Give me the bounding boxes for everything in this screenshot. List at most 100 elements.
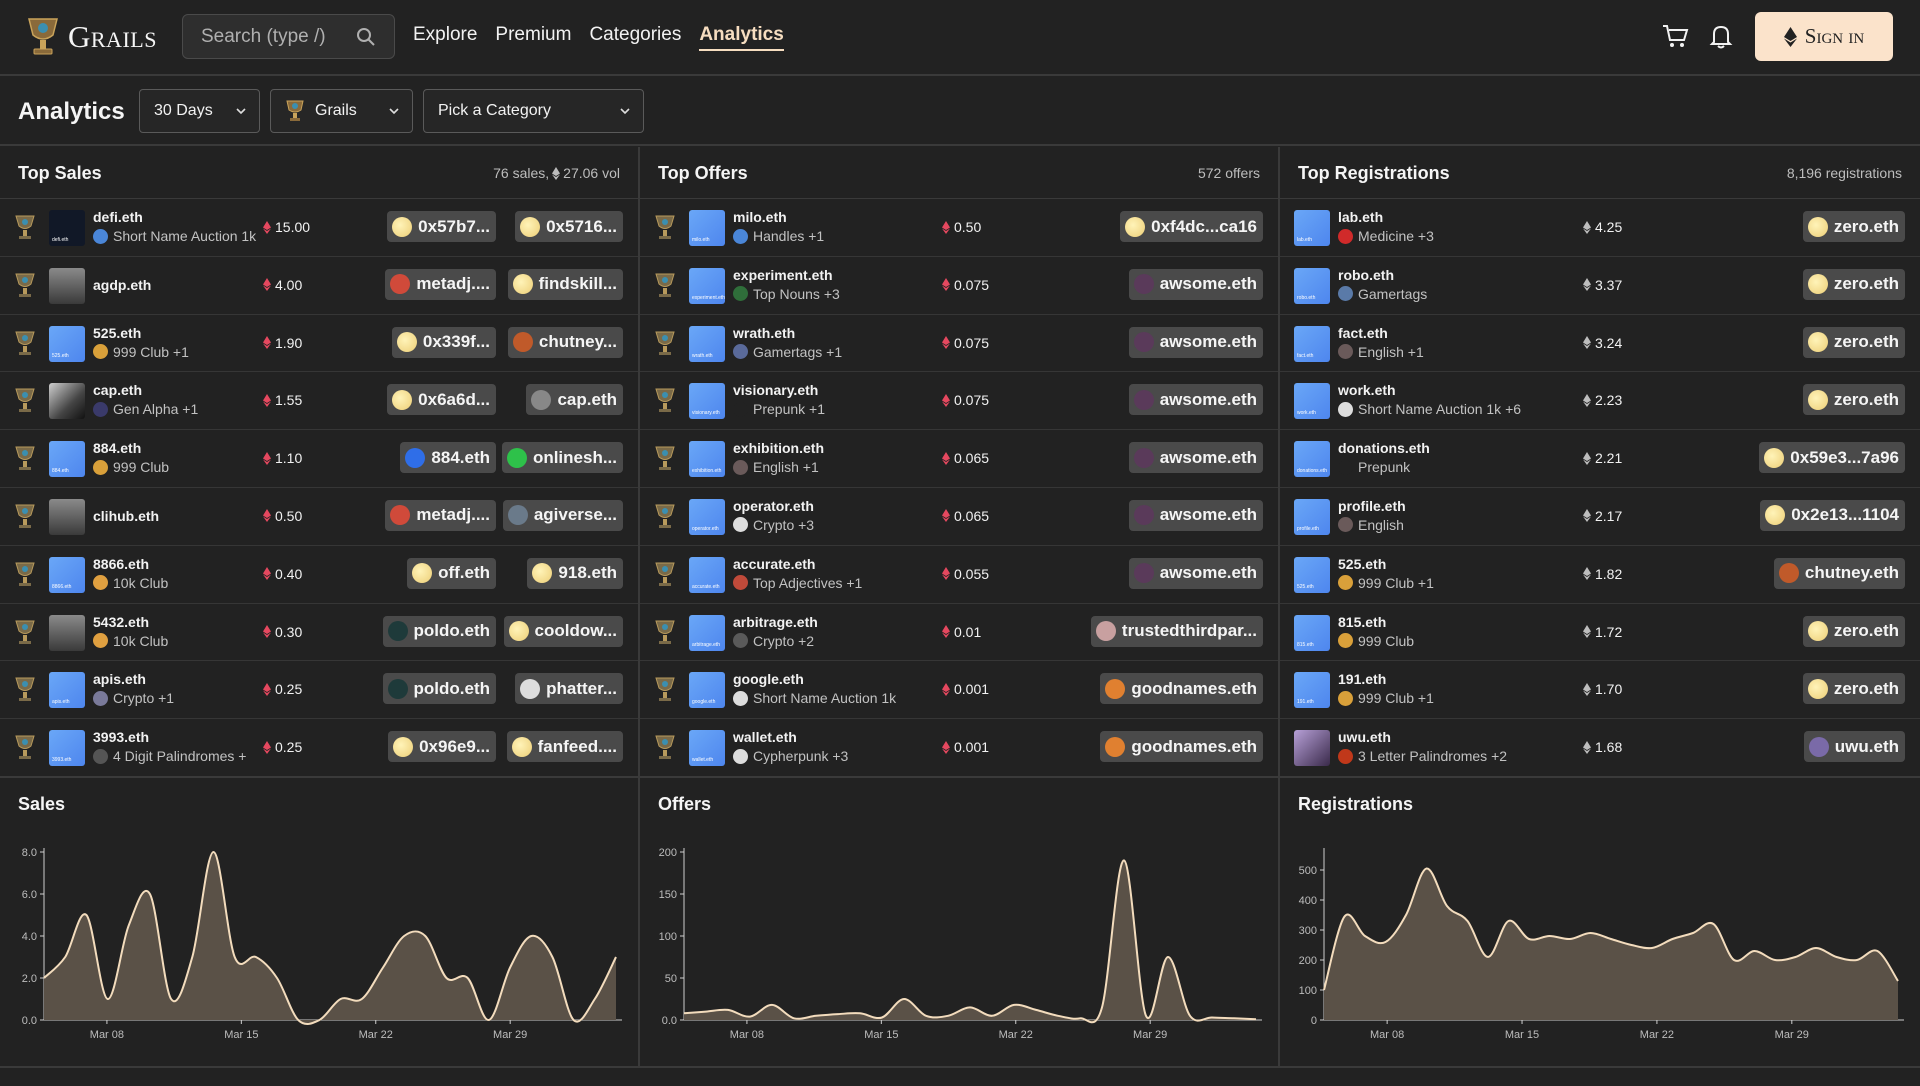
category-tags[interactable]: Gamertags +1 [733, 344, 903, 360]
sales-row[interactable]: 5432.eth 10k Club 0.30 poldo.eth cooldow... [0, 604, 638, 662]
seller-chip[interactable]: 0x96e9... [388, 731, 496, 763]
bidder-chip[interactable]: goodnames.eth [1100, 731, 1263, 763]
category-tags[interactable]: Gen Alpha +1 [93, 401, 259, 417]
bidder-chip[interactable]: trustedthirdpar... [1090, 615, 1263, 647]
bidder-chip[interactable]: awsome.eth [1128, 326, 1263, 358]
category-tags[interactable]: Top Adjectives +1 [733, 575, 903, 591]
category-tags[interactable]: 999 Club +1 [1338, 575, 1538, 591]
sales-row[interactable]: defi.eth defi.eth Short Name Auction 1k 15.… [0, 199, 638, 257]
buyer-chip[interactable]: 0x5716... [515, 211, 623, 242]
buyer-chip[interactable]: onlinesh... [501, 442, 623, 474]
registration-row[interactable]: 525.eth 525.eth 999 Club +1 1.82 chutney.eth [1280, 546, 1920, 604]
cart-icon[interactable] [1661, 22, 1689, 50]
brand-logo[interactable]: Grails [26, 14, 157, 60]
sales-row[interactable]: 8866.eth 8866.eth 10k Club 0.40 off.eth 918.e… [0, 546, 638, 604]
category-dropdown[interactable]: Pick a Category [423, 89, 644, 133]
registration-row[interactable]: robo.eth robo.eth Gamertags 3.37 zero.eth [1280, 257, 1920, 315]
category-tags[interactable]: Crypto +2 [733, 633, 903, 649]
category-tags[interactable]: Gamertags [1338, 286, 1538, 302]
registration-row[interactable]: lab.eth lab.eth Medicine +3 4.25 zero.eth [1280, 199, 1920, 257]
category-tags[interactable]: English +1 [1338, 344, 1538, 360]
registration-row[interactable]: fact.eth fact.eth English +1 3.24 zero.eth [1280, 315, 1920, 373]
sign-in-button[interactable]: Sign in [1755, 12, 1893, 61]
sales-row[interactable]: 884.eth 884.eth 999 Club 1.10 884.eth onlines… [0, 430, 638, 488]
category-tags[interactable]: Crypto +3 [733, 517, 903, 533]
category-tags[interactable]: Cypherpunk +3 [733, 748, 903, 764]
buyer-chip[interactable]: agiverse... [502, 499, 623, 531]
registration-row[interactable]: uwu.eth 3 Letter Palindromes +2 1.68 uwu.et… [1280, 719, 1920, 777]
buyer-chip[interactable]: cooldow... [503, 615, 623, 647]
offer-row[interactable]: visionary.eth visionary.eth Prepunk +1 0.07… [640, 372, 1278, 431]
buyer-chip[interactable]: chutney... [507, 326, 623, 358]
category-tags[interactable]: 999 Club [1338, 633, 1538, 649]
offer-row[interactable]: accurate.eth accurate.eth Top Adjectives +… [640, 546, 1278, 604]
registrant-chip[interactable]: zero.eth [1802, 384, 1905, 416]
sales-row[interactable]: cap.eth Gen Alpha +1 1.55 0x6a6d... cap.eth [0, 372, 638, 431]
search-box[interactable] [182, 14, 395, 59]
source-dropdown[interactable]: Grails [270, 89, 413, 133]
offer-row[interactable]: exhibition.eth exhibition.eth English +1 0.… [640, 430, 1278, 488]
sales-row[interactable]: apis.eth apis.eth Crypto +1 0.25 poldo.eth ph… [0, 661, 638, 720]
category-tags[interactable]: Short Name Auction 1k [733, 690, 903, 706]
period-dropdown[interactable]: 30 Days [139, 89, 260, 133]
sales-row[interactable]: agdp.eth 4.00 metadj.... findskill... [0, 257, 638, 315]
nav-analytics[interactable]: Analytics [699, 24, 784, 51]
search-icon[interactable] [356, 27, 376, 47]
bell-icon[interactable] [1707, 22, 1735, 50]
offer-row[interactable]: experiment.eth experiment.eth Top Nouns +3… [640, 257, 1278, 315]
category-tags[interactable]: 10k Club [93, 633, 259, 649]
offer-row[interactable]: arbitrage.eth arbitrage.eth Crypto +2 0.01 t… [640, 604, 1278, 662]
seller-chip[interactable]: 884.eth [400, 442, 496, 474]
category-tags[interactable]: Prepunk +1 [733, 401, 903, 417]
bidder-chip[interactable]: awsome.eth [1128, 384, 1263, 416]
category-tags[interactable]: 10k Club [93, 575, 259, 591]
seller-chip[interactable]: 0x6a6d... [387, 384, 496, 416]
category-tags[interactable]: 999 Club +1 [1338, 690, 1538, 706]
offer-row[interactable]: wrath.eth wrath.eth Gamertags +1 0.075 awsom… [640, 315, 1278, 373]
search-input[interactable] [183, 15, 353, 58]
bidder-chip[interactable]: 0xf4dc...ca16 [1120, 211, 1263, 242]
category-tags[interactable]: 4 Digit Palindromes + [93, 748, 259, 764]
registration-row[interactable]: work.eth work.eth Short Name Auction 1k +6… [1280, 372, 1920, 431]
bidder-chip[interactable]: awsome.eth [1128, 268, 1263, 300]
registration-row[interactable]: donations.eth donations.eth Prepunk 2.21 0x5… [1280, 430, 1920, 488]
buyer-chip[interactable]: findskill... [507, 268, 623, 300]
category-tags[interactable]: 3 Letter Palindromes +2 [1338, 748, 1538, 764]
seller-chip[interactable]: metadj.... [385, 499, 496, 531]
category-tags[interactable]: Crypto +1 [93, 690, 259, 706]
sales-row[interactable]: 3993.eth 3993.eth 4 Digit Palindromes + 0.2… [0, 719, 638, 777]
offer-row[interactable]: operator.eth operator.eth Crypto +3 0.065 aw… [640, 488, 1278, 546]
seller-chip[interactable]: off.eth [407, 557, 496, 589]
category-tags[interactable]: English +1 [733, 459, 903, 475]
registrant-chip[interactable]: uwu.eth [1803, 731, 1905, 763]
bidder-chip[interactable]: goodnames.eth [1100, 673, 1263, 705]
registration-row[interactable]: 815.eth 815.eth 999 Club 1.72 zero.eth [1280, 604, 1920, 662]
category-tags[interactable]: English [1338, 517, 1538, 533]
registrant-chip[interactable]: zero.eth [1802, 211, 1905, 242]
category-tags[interactable]: 999 Club +1 [93, 344, 259, 360]
seller-chip[interactable]: metadj.... [385, 268, 496, 300]
seller-chip[interactable]: poldo.eth [382, 615, 496, 647]
registrant-chip[interactable]: zero.eth [1802, 615, 1905, 647]
category-tags[interactable]: Prepunk [1338, 459, 1538, 475]
sales-row[interactable]: 525.eth 525.eth 999 Club +1 1.90 0x339f... ch… [0, 315, 638, 373]
sales-row[interactable]: clihub.eth 0.50 metadj.... agiverse... [0, 488, 638, 546]
registration-row[interactable]: profile.eth profile.eth English 2.17 0x2e13.… [1280, 488, 1920, 546]
registrant-chip[interactable]: zero.eth [1802, 268, 1905, 300]
buyer-chip[interactable]: phatter... [515, 673, 623, 705]
category-tags[interactable]: Top Nouns +3 [733, 286, 903, 302]
seller-chip[interactable]: 0x339f... [391, 326, 496, 358]
buyer-chip[interactable]: fanfeed.... [506, 731, 623, 763]
buyer-chip[interactable]: 918.eth [527, 557, 623, 589]
category-tags[interactable]: Short Name Auction 1k [93, 228, 259, 244]
registrant-chip[interactable]: zero.eth [1802, 673, 1905, 705]
category-tags[interactable]: 999 Club [93, 459, 259, 475]
category-tags[interactable]: Short Name Auction 1k +6 [1338, 401, 1538, 417]
seller-chip[interactable]: poldo.eth [382, 673, 496, 705]
category-tags[interactable]: Medicine +3 [1338, 228, 1538, 244]
registration-row[interactable]: 191.eth 191.eth 999 Club +1 1.70 zero.eth [1280, 661, 1920, 720]
registrant-chip[interactable]: 0x2e13...1104 [1760, 499, 1905, 531]
registrant-chip[interactable]: zero.eth [1802, 326, 1905, 358]
offer-row[interactable]: milo.eth milo.eth Handles +1 0.50 0xf4dc...c… [640, 199, 1278, 257]
nav-categories[interactable]: Categories [589, 24, 682, 45]
